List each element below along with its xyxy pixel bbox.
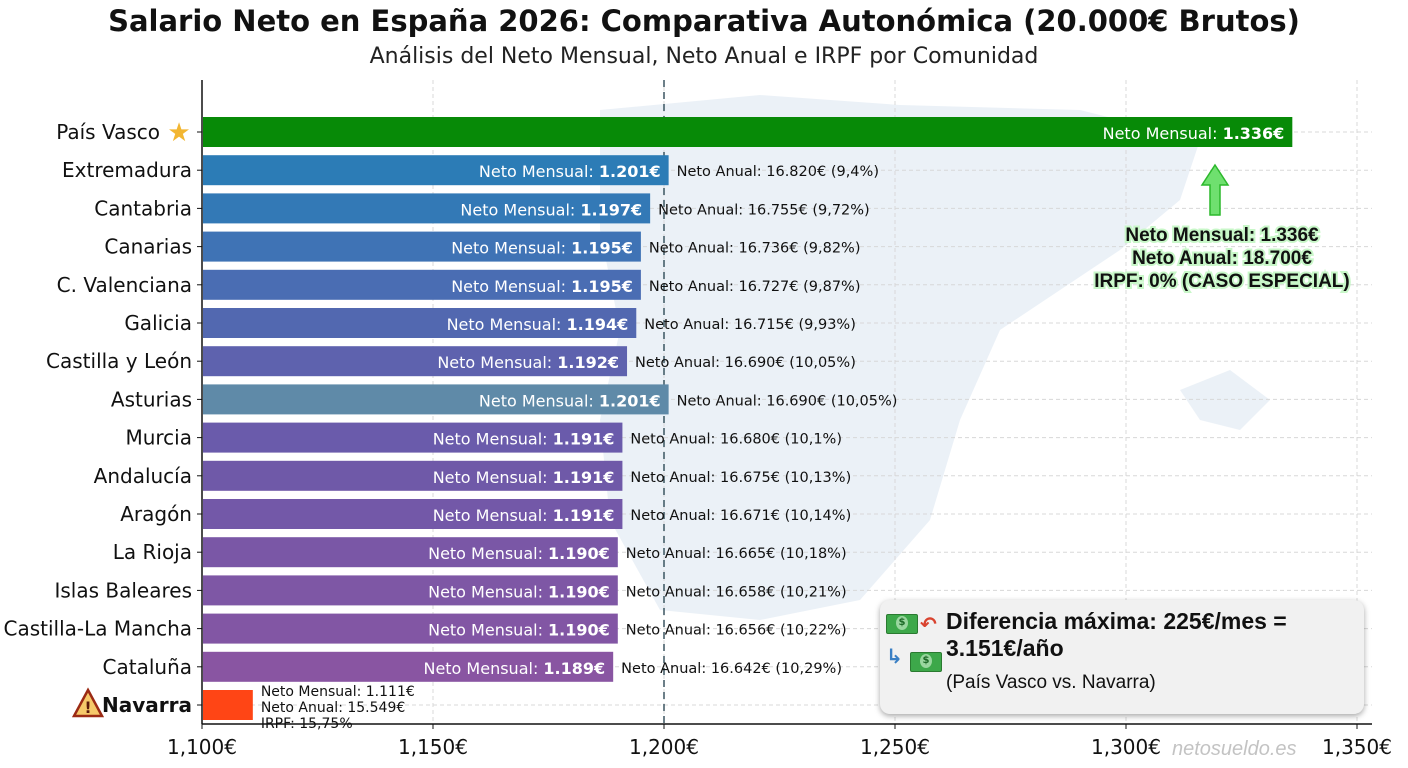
bar-annual-label: Neto Anual: 16.658€ (10,21%): [626, 584, 847, 600]
difference-box: ↶ ↳ Diferencia máxima: 225€/mes = 3.151€…: [880, 600, 1364, 714]
bar: [203, 422, 623, 453]
highlight-line: Neto Anual: 18.700€: [1132, 248, 1312, 269]
category-label: Castilla y León: [46, 349, 192, 373]
warning-icon-mark: !: [84, 698, 91, 717]
bar: [203, 575, 618, 606]
bar-annual-label: Neto Anual: 16.736€ (9,82%): [649, 241, 861, 257]
bar-annual-label: Neto Anual: 16.671€ (10,14%): [630, 508, 851, 524]
bar-monthly-label: Neto Mensual: 1.201€: [479, 162, 661, 181]
bar-annual-label: Neto Anual: 16.690€ (10,05%): [677, 393, 898, 409]
warning-icon: [71, 687, 105, 718]
x-tick-label: 1,100€: [167, 735, 237, 759]
category-label: Asturias: [111, 387, 192, 411]
category-label: Galicia: [124, 311, 192, 335]
bar: [203, 193, 651, 224]
arrow-icon: ↳: [886, 644, 903, 668]
watermark: netosueldo.es: [1172, 738, 1297, 760]
x-tick-label: 1,300€: [1091, 735, 1161, 759]
bar: [203, 269, 641, 300]
navarra-detail: Neto Mensual: 1.111€: [261, 684, 415, 700]
bar-annual-label: Neto Anual: 16.642€ (10,29%): [621, 661, 842, 677]
bar-monthly-label: Neto Mensual: 1.190€: [428, 582, 610, 601]
x-tick-label: 1,350€: [1322, 735, 1392, 759]
bar-monthly-label: Neto Mensual: 1.190€: [428, 621, 610, 640]
bar-monthly-label: Neto Mensual: 1.190€: [428, 544, 610, 563]
bar: [203, 384, 669, 415]
bar: [203, 460, 623, 491]
bar: [203, 155, 669, 186]
difference-sub: (País Vasco vs. Navarra): [946, 672, 1156, 693]
highlight-line: IRPF: 0% (CASO ESPECIAL): [1094, 271, 1349, 292]
bar-monthly-label: Neto Mensual: 1.201€: [479, 391, 661, 410]
bar-monthly-label: Neto Mensual: 1.189€: [423, 659, 605, 678]
bar-annual-label: Neto Anual: 16.715€ (9,93%): [644, 317, 856, 333]
bar-monthly-label: Neto Mensual: 1.191€: [433, 468, 615, 487]
difference-main: Diferencia máxima: 225€/mes = 3.151€/año: [946, 608, 1287, 661]
category-label: Islas Baleares: [54, 578, 192, 602]
bar-annual-label: Neto Anual: 16.656€ (10,22%): [626, 623, 847, 639]
navarra-detail: Neto Anual: 15.549€: [261, 700, 405, 716]
navarra-detail: IRPF: 15,75%: [261, 716, 353, 732]
category-label: Andalucía: [94, 464, 192, 488]
bar: [203, 651, 614, 682]
x-tick-label: 1,150€: [398, 735, 468, 759]
bar: [203, 346, 628, 377]
category-label: La Rioja: [113, 540, 192, 564]
category-label: Aragón: [120, 502, 192, 526]
bar-monthly-label: Neto Mensual: 1.192€: [437, 353, 619, 372]
star-icon: ★: [167, 118, 190, 148]
x-tick-label: 1,250€: [860, 735, 930, 759]
bar-monthly-label: Neto Mensual: 1.336€: [1103, 124, 1285, 143]
arrow-icon: ↶: [920, 612, 937, 636]
category-label: C. Valenciana: [57, 273, 192, 297]
bar: [203, 537, 618, 568]
bar-annual-label: Neto Anual: 16.665€ (10,18%): [626, 546, 847, 562]
category-label: Navarra: [102, 693, 192, 717]
category-label: Canarias: [104, 235, 192, 259]
bar: [203, 499, 623, 529]
category-label: País Vasco: [56, 120, 160, 144]
bar-annual-label: Neto Anual: 16.680€ (10,1%): [630, 432, 842, 448]
category-label: Extremadura: [62, 158, 192, 182]
bar-annual-label: Neto Anual: 16.727€ (9,87%): [649, 279, 861, 295]
bar-monthly-label: Neto Mensual: 1.194€: [447, 315, 629, 334]
chart-subtitle: Análisis del Neto Mensual, Neto Anual e …: [369, 44, 1039, 69]
highlight-annotation: Neto Mensual: 1.336€Neto Anual: 18.700€I…: [1092, 163, 1352, 294]
highlight-line: Neto Mensual: 1.336€: [1125, 225, 1319, 246]
map-background: [600, 95, 1200, 620]
bar-monthly-label: Neto Mensual: 1.191€: [433, 506, 615, 525]
bar-annual-label: Neto Anual: 16.675€ (10,13%): [630, 470, 851, 486]
bar-annual-label: Neto Anual: 16.690€ (10,05%): [635, 355, 856, 371]
bar: [203, 308, 637, 338]
map-islands: [1180, 370, 1270, 430]
bar-annual-label: Neto Anual: 16.820€ (9,4%): [677, 164, 879, 180]
money-icon: [886, 614, 918, 634]
category-label: Castilla-La Mancha: [4, 617, 193, 641]
bar-annual-label: Neto Anual: 16.755€ (9,72%): [658, 202, 870, 218]
bar: [203, 613, 618, 644]
bar: [203, 231, 641, 262]
category-label: Murcia: [125, 426, 192, 450]
bar-monthly-label: Neto Mensual: 1.195€: [451, 239, 633, 258]
bar-monthly-label: Neto Mensual: 1.195€: [451, 277, 633, 296]
chart-title: Salario Neto en España 2026: Comparativa…: [108, 4, 1300, 38]
money-icon: [910, 652, 942, 672]
bar: [203, 690, 253, 720]
category-label: Cantabria: [94, 196, 192, 220]
bar: [203, 117, 1293, 147]
bar-monthly-label: Neto Mensual: 1.197€: [460, 200, 642, 219]
x-tick-label: 1,200€: [629, 735, 699, 759]
up-arrow-icon: [1200, 163, 1230, 216]
category-label: Cataluña: [103, 655, 192, 679]
bar-monthly-label: Neto Mensual: 1.191€: [433, 430, 615, 449]
